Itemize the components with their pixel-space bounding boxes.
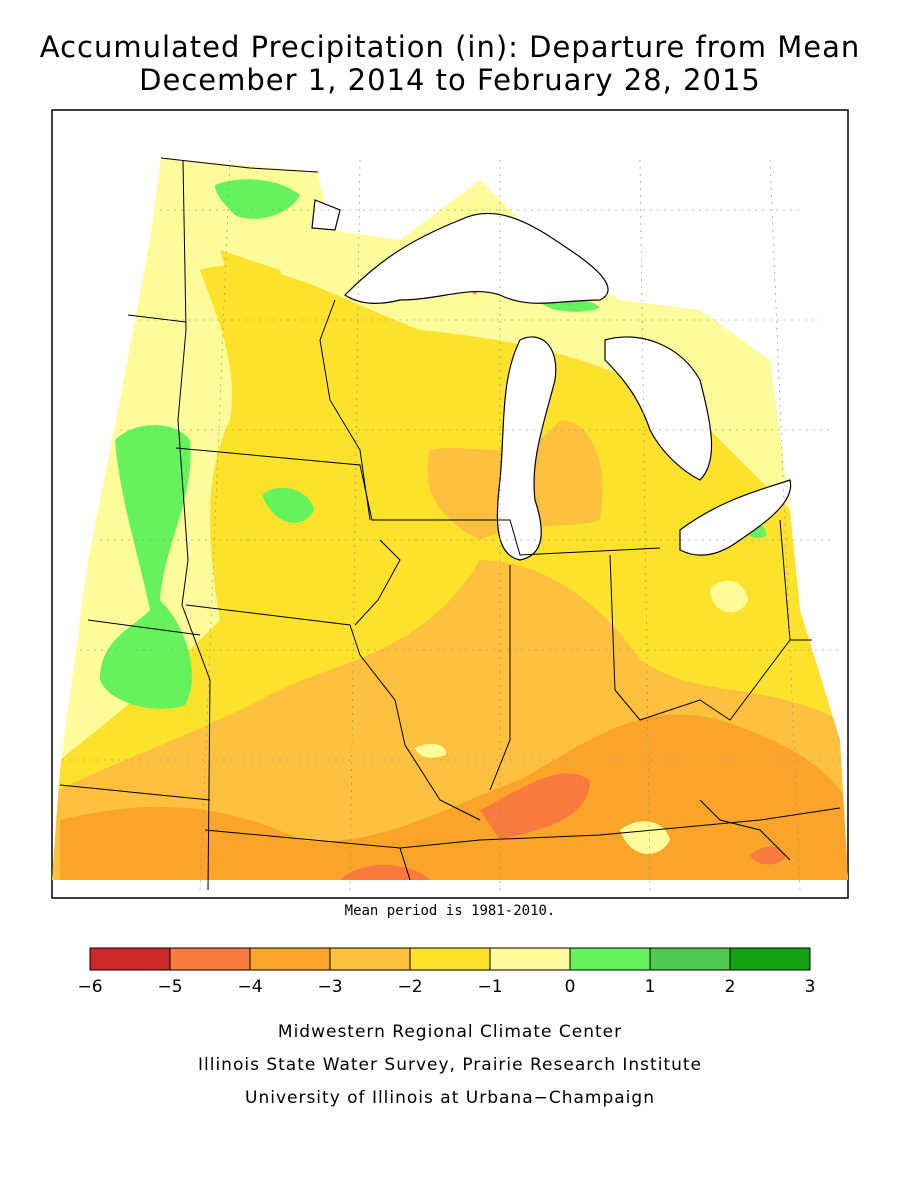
graticule: [62, 159, 845, 891]
map-title-line2: December 1, 2014 to February 28, 2015: [139, 63, 761, 97]
legend-tick-label: −3: [317, 977, 342, 997]
credit-line-1: Midwestern Regional Climate Center: [277, 1022, 623, 1042]
legend-tick-label: 1: [645, 977, 656, 997]
state-borders: [59, 159, 841, 891]
credit-line-2: Illinois State Water Survey, Prairie Res…: [198, 1055, 702, 1075]
lake-huron: [604, 336, 713, 481]
legend-bin: [249, 947, 331, 971]
great-lakes: [311, 199, 792, 561]
legend-bin: [89, 947, 171, 971]
legend-bin: [329, 947, 411, 971]
lake-michigan: [496, 336, 557, 561]
legend-bin: [569, 947, 651, 971]
border-west: [177, 159, 211, 891]
legend-tick-label: 0: [565, 977, 576, 997]
legend-bin: [409, 947, 491, 971]
legend-tick-label: 3: [805, 977, 816, 997]
legend-bin: [489, 947, 571, 971]
legend-bin: [169, 947, 251, 971]
legend-tick-label: −1: [477, 977, 502, 997]
legend-tick-label: −5: [157, 977, 182, 997]
color-legend: −6 −5 −4 −3 −2 −1 0 1 2 3: [77, 947, 816, 997]
map-title-line1: Accumulated Precipitation (in): Departur…: [39, 30, 861, 64]
lake-erie: [679, 479, 792, 556]
mean-period-note: Mean period is 1981-2010.: [344, 903, 556, 919]
credit-line-3: University of Illinois at Urbana−Champai…: [245, 1088, 655, 1108]
legend-tick-label: 2: [725, 977, 736, 997]
legend-tick-label: −2: [397, 977, 422, 997]
precipitation-map: [51, 109, 849, 899]
legend-bin: [649, 947, 731, 971]
lake-superior: [344, 212, 609, 304]
legend-tick-label: −4: [237, 977, 262, 997]
lake-of-woods: [311, 199, 341, 231]
legend-bin: [729, 947, 811, 971]
legend-tick-label: −6: [77, 977, 102, 997]
